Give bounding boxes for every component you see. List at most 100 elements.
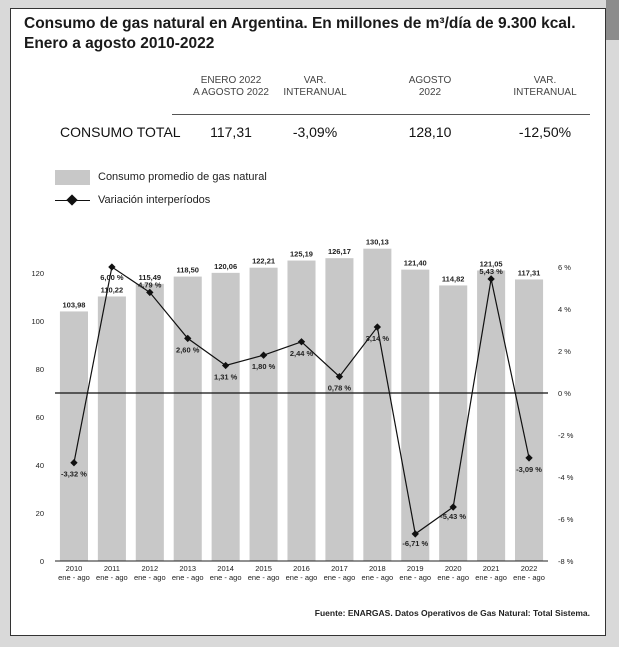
- variation-value-label: -6,71 %: [402, 539, 428, 548]
- consumo-agosto-value: 128,10: [408, 124, 452, 140]
- x-tick-label: 2018: [369, 564, 386, 573]
- x-tick-sublabel: ene - ago: [134, 573, 166, 582]
- variation-point: [449, 503, 457, 511]
- x-tick-sublabel: ene - ago: [96, 573, 128, 582]
- header-line2: INTERANUAL: [283, 87, 347, 98]
- bar-value-label: 120,06: [214, 262, 237, 271]
- legend-bar-label: Consumo promedio de gas natural: [98, 171, 267, 183]
- x-tick-sublabel: ene - ago: [248, 573, 280, 582]
- y-right-tick-label: -4 %: [558, 473, 574, 482]
- variation-point: [335, 372, 344, 381]
- x-tick-label: 2016: [293, 564, 310, 573]
- header-line2: 2022: [418, 87, 442, 98]
- header-line2: A AGOSTO 2022: [193, 87, 269, 98]
- variation-point: [184, 334, 192, 343]
- y-left-tick-label: 0: [40, 557, 44, 566]
- x-tick-label: 2012: [141, 564, 158, 573]
- x-tick-label: 2010: [66, 564, 83, 573]
- x-tick-sublabel: ene - ago: [210, 573, 242, 582]
- consumo-var-1-value: -3,09%: [292, 124, 338, 140]
- header-line1: VAR.: [533, 75, 557, 86]
- legend-bar-swatch: [55, 170, 90, 185]
- bar: [401, 269, 430, 561]
- x-tick-sublabel: ene - ago: [324, 573, 356, 582]
- variation-point: [221, 361, 230, 370]
- variation-value-label: 5,43 %: [479, 267, 503, 276]
- variation-value-label: 2,60 %: [176, 345, 200, 354]
- bar-value-label: 103,98: [62, 300, 85, 309]
- variation-value-label: -3,09 %: [516, 465, 542, 474]
- bar: [173, 276, 202, 561]
- variation-value-label: 1,80 %: [252, 362, 276, 371]
- bar-value-label: 125,19: [290, 250, 313, 259]
- x-tick-label: 2014: [217, 564, 234, 573]
- x-tick-label: 2020: [445, 564, 462, 573]
- scrollbar-thumb[interactable]: [606, 0, 619, 40]
- x-tick-label: 2015: [255, 564, 272, 573]
- bar: [515, 279, 544, 561]
- x-tick-sublabel: ene - ago: [172, 573, 204, 582]
- bar: [477, 270, 506, 561]
- y-right-tick-label: 4 %: [558, 305, 571, 314]
- y-left-tick-label: 120: [31, 269, 44, 278]
- bar-value-label: 118,50: [176, 266, 199, 275]
- variation-value-label: 0,78 %: [328, 384, 352, 393]
- y-right-tick-label: -8 %: [558, 557, 574, 566]
- variation-point: [411, 530, 419, 538]
- variation-value-label: 6,00 %: [100, 273, 124, 282]
- bar-value-label: 121,40: [404, 259, 427, 268]
- bar: [439, 285, 468, 561]
- bar-value-label: 110,22: [101, 285, 124, 294]
- x-tick-sublabel: ene - ago: [475, 573, 507, 582]
- y-left-tick-label: 60: [36, 413, 44, 422]
- variation-point: [487, 275, 495, 283]
- x-tick-sublabel: ene - ago: [513, 573, 545, 582]
- y-left-tick-label: 100: [31, 317, 44, 326]
- variation-value-label: 3,14 %: [366, 334, 390, 343]
- y-right-tick-label: -6 %: [558, 515, 574, 524]
- header-ene-ago: ENERO 2022 A AGOSTO 2022: [186, 75, 276, 99]
- bar: [325, 258, 354, 561]
- header-var-1: VAR. INTERANUAL: [280, 75, 350, 99]
- bar: [363, 248, 392, 562]
- bar-value-label: 114,82: [442, 274, 465, 283]
- header-agosto: AGOSTO 2022: [390, 75, 470, 99]
- header-line2: INTERANUAL: [513, 87, 577, 98]
- variation-point: [146, 288, 154, 297]
- bar-value-label: 115,49: [139, 273, 162, 282]
- variation-point: [259, 351, 268, 359]
- x-tick-sublabel: ene - ago: [361, 573, 393, 582]
- header-line1: AGOSTO: [408, 75, 452, 86]
- y-right-tick-label: 0 %: [558, 389, 571, 398]
- bar: [287, 260, 316, 561]
- variation-point: [373, 323, 382, 331]
- x-tick-sublabel: ene - ago: [437, 573, 469, 582]
- x-tick-label: 2019: [407, 564, 424, 573]
- variation-point: [70, 459, 78, 467]
- legend-line-label: Variación interperíodos: [98, 194, 211, 206]
- x-tick-sublabel: ene - ago: [399, 573, 431, 582]
- x-tick-sublabel: ene - ago: [286, 573, 318, 582]
- bar: [249, 267, 278, 561]
- bar: [211, 272, 240, 561]
- x-tick-label: 2013: [179, 564, 196, 573]
- summary-divider: [172, 114, 590, 115]
- y-right-tick-label: 2 %: [558, 347, 571, 356]
- y-right-tick-label: -2 %: [558, 431, 574, 440]
- x-tick-label: 2022: [521, 564, 538, 573]
- header-line1: ENERO 2022: [200, 75, 262, 86]
- bar-value-label: 122,21: [252, 257, 275, 266]
- x-tick-sublabel: ene - ago: [58, 573, 90, 582]
- variation-point: [108, 263, 116, 271]
- y-left-tick-label: 80: [36, 365, 44, 374]
- source-note: Fuente: ENARGAS. Datos Operativos de Gas…: [314, 608, 590, 618]
- consumo-total-label: CONSUMO TOTAL: [60, 124, 181, 140]
- x-tick-label: 2021: [483, 564, 500, 573]
- bar-value-label: 130,13: [366, 238, 389, 247]
- bar: [135, 283, 164, 561]
- x-tick-label: 2011: [104, 564, 120, 573]
- bar: [59, 311, 88, 561]
- variation-value-label: 4,79 %: [138, 280, 162, 289]
- x-tick-label: 2017: [331, 564, 348, 573]
- variation-value-label: 2,44 %: [290, 349, 314, 358]
